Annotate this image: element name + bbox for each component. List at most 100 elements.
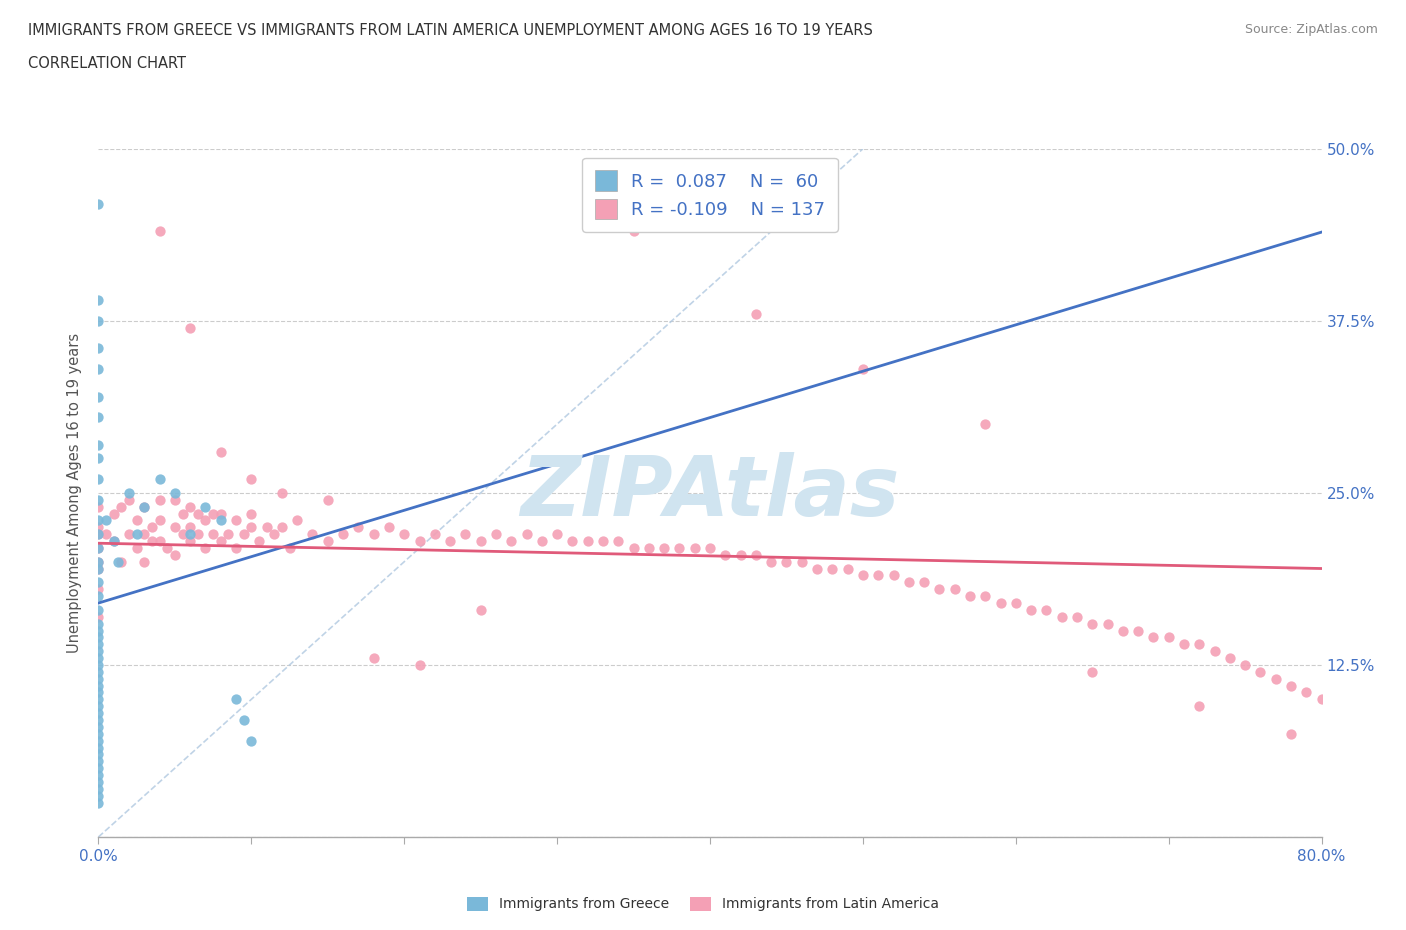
Point [439,534,461,549]
Point [87,733,110,748]
Point [87,341,110,356]
Point [87,609,110,624]
Point [232,712,254,727]
Point [163,520,186,535]
Text: Source: ZipAtlas.com: Source: ZipAtlas.com [1244,23,1378,36]
Point [87,389,110,404]
Point [530,534,553,549]
Point [217,526,239,541]
Point [759,554,782,569]
Point [87,293,110,308]
Point [87,767,110,782]
Point [87,499,110,514]
Point [225,513,247,528]
Point [87,313,110,328]
Point [378,520,401,535]
Y-axis label: Unemployment Among Ages 16 to 19 years: Unemployment Among Ages 16 to 19 years [67,333,83,653]
Point [928,582,950,597]
Point [172,526,194,541]
Point [316,534,339,549]
Point [202,506,225,521]
Point [1157,630,1180,644]
Point [392,526,416,541]
Point [87,575,110,590]
Point [775,554,797,569]
Point [209,445,232,459]
Point [103,534,125,549]
Point [134,499,156,514]
Point [87,644,110,658]
Point [87,540,110,555]
Point [209,534,232,549]
Point [202,526,225,541]
Point [87,658,110,672]
Point [209,506,232,521]
Point [163,492,186,507]
Point [745,548,768,563]
Point [87,664,110,679]
Point [316,492,339,507]
Point [1219,651,1241,666]
Point [1019,603,1042,618]
Point [423,526,446,541]
Point [179,320,201,335]
Point [209,513,232,528]
Point [149,472,172,486]
Point [347,520,370,535]
Point [623,224,645,239]
Point [87,603,110,618]
Point [623,540,645,555]
Point [194,499,217,514]
Point [990,595,1012,610]
Point [163,548,186,563]
Point [118,485,141,500]
Point [363,526,385,541]
Point [87,513,110,528]
Point [149,492,172,507]
Text: IMMIGRANTS FROM GREECE VS IMMIGRANTS FROM LATIN AMERICA UNEMPLOYMENT AMONG AGES : IMMIGRANTS FROM GREECE VS IMMIGRANTS FRO… [28,23,873,38]
Point [87,451,110,466]
Point [87,671,110,686]
Point [87,582,110,597]
Point [683,540,706,555]
Point [852,362,875,377]
Point [87,761,110,776]
Point [87,540,110,555]
Point [1249,664,1271,679]
Point [790,554,813,569]
Point [278,540,301,555]
Point [87,678,110,693]
Point [87,775,110,790]
Point [87,526,110,541]
Point [1035,603,1057,618]
Point [118,492,141,507]
Point [87,781,110,796]
Point [1295,685,1317,700]
Point [179,499,201,514]
Point [1097,617,1119,631]
Point [745,307,768,322]
Point [256,520,278,535]
Point [576,534,599,549]
Point [974,589,997,604]
Point [232,526,254,541]
Point [94,513,117,528]
Point [270,520,292,535]
Point [87,437,110,452]
Point [87,789,110,804]
Point [87,589,110,604]
Point [501,534,523,549]
Point [1081,664,1104,679]
Point [125,513,148,528]
Point [87,561,110,576]
Point [1066,609,1088,624]
Point [87,617,110,631]
Point [301,526,323,541]
Point [87,554,110,569]
Point [103,534,125,549]
Point [263,526,285,541]
Point [408,658,430,672]
Point [87,362,110,377]
Point [87,554,110,569]
Point [163,485,186,500]
